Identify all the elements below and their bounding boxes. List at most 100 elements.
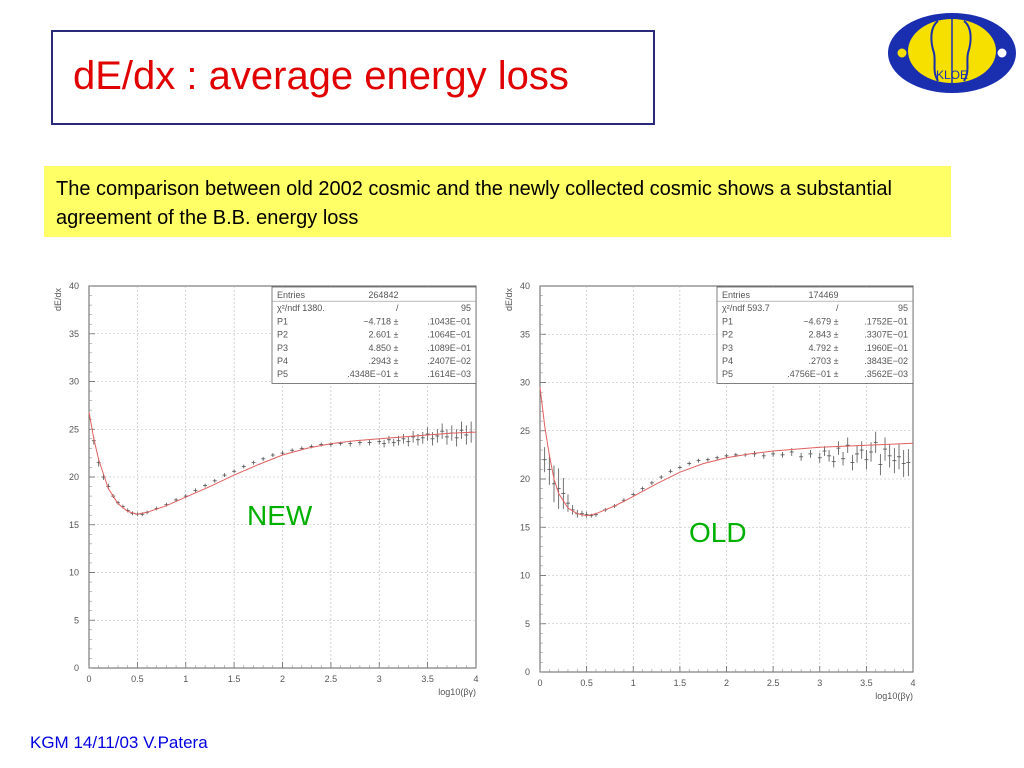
data-point: [386, 435, 391, 444]
x-tick-label: 4: [473, 674, 478, 684]
stat-value: .4756E−01 ±: [787, 369, 838, 379]
y-tick-label: 30: [69, 377, 79, 387]
x-tick-label: 4: [910, 678, 915, 688]
x-tick-label: 3.5: [860, 678, 873, 688]
data-point: [420, 432, 425, 444]
y-tick-label: 15: [69, 520, 79, 530]
x-axis-label: log10(βγ): [875, 691, 913, 701]
data-point: [715, 455, 720, 460]
data-point: [659, 475, 664, 480]
stat-value: .2943 ±: [369, 356, 399, 366]
y-tick-label: 25: [520, 426, 530, 436]
stat-error: .1614E−03: [427, 369, 471, 379]
stat-error: 95: [461, 303, 471, 313]
x-tick-label: 3: [817, 678, 822, 688]
stat-value: 4.792 ±: [809, 343, 839, 353]
data-point: [391, 438, 396, 447]
data-point: [542, 447, 547, 473]
data-point: [406, 436, 411, 447]
data-point: [864, 450, 869, 470]
stat-name: χ²/ndf 1380.: [277, 303, 325, 313]
y-tick-label: 20: [69, 472, 79, 482]
y-tick-label: 0: [525, 667, 530, 677]
data-point: [799, 452, 804, 461]
y-tick-label: 30: [520, 378, 530, 388]
data-point: [906, 449, 911, 477]
stat-error: .3562E−03: [864, 369, 908, 379]
stats-frame: [716, 286, 914, 384]
data-point: [836, 441, 841, 455]
data-point: [444, 429, 449, 445]
data-point: [222, 473, 227, 478]
data-point: [464, 425, 469, 445]
data-point: [827, 450, 832, 462]
data-point: [584, 511, 589, 518]
stat-name: Entries: [722, 290, 751, 300]
kloe-logo: KLOE: [888, 13, 1016, 93]
stat-value: 2.843 ±: [809, 330, 839, 340]
data-point: [193, 488, 198, 493]
data-point: [459, 421, 464, 439]
x-tick-label: 2: [280, 674, 285, 684]
y-tick-label: 10: [69, 568, 79, 578]
data-point: [547, 453, 552, 485]
stat-name: Entries: [277, 290, 306, 300]
stat-error: 95: [898, 303, 908, 313]
x-tick-label: 0.5: [580, 678, 593, 688]
y-tick-label: 5: [74, 615, 79, 625]
data-point: [290, 448, 295, 453]
stat-name: P4: [722, 356, 733, 366]
x-tick-label: 1: [631, 678, 636, 688]
data-point: [212, 478, 217, 483]
x-tick-label: 0.5: [131, 674, 144, 684]
y-tick-label: 0: [74, 663, 79, 673]
stat-error: .1043E−01: [427, 316, 471, 326]
stat-value: .2703 ±: [809, 356, 839, 366]
stat-name: P2: [277, 330, 288, 340]
data-point: [367, 439, 372, 446]
data-point: [873, 431, 878, 453]
footer-credit: KGM 14/11/03 V.Patera: [30, 733, 208, 752]
y-tick-label: 25: [69, 424, 79, 434]
stats-box: Entries 264842 χ²/ndf 1380. / 95 P1 −4.718 ± .1…: [271, 286, 477, 384]
y-tick-label: 40: [520, 281, 530, 291]
stat-name: P3: [722, 343, 733, 353]
y-tick-label: 10: [520, 571, 530, 581]
data-point: [771, 450, 776, 457]
data-point: [869, 442, 874, 462]
data-point: [631, 492, 636, 497]
data-point: [435, 429, 440, 443]
data-point: [261, 456, 266, 461]
fit-curve: [88, 412, 477, 515]
stat-name: χ²/ndf 593.7: [722, 303, 770, 313]
stats-box: Entries 174469 χ²/ndf 593.7 / 95 P1 −4.679 ± .1…: [716, 286, 914, 384]
data-point: [878, 453, 883, 476]
data-point: [892, 448, 897, 474]
stat-error: .2407E−02: [427, 356, 471, 366]
x-axis-label: log10(βγ): [438, 687, 476, 697]
data-point: [640, 486, 645, 491]
data-point: [280, 451, 285, 456]
data-point: [425, 427, 430, 441]
stat-value: −4.718 ±: [363, 316, 398, 326]
x-tick-label: 0: [86, 674, 91, 684]
data-point: [565, 494, 570, 512]
old-label: OLD: [689, 517, 747, 548]
y-tick-label: 20: [520, 474, 530, 484]
data-point: [668, 469, 673, 474]
data-point: [382, 439, 387, 448]
stat-value: /: [836, 303, 839, 313]
y-tick-label: 5: [525, 619, 530, 629]
stat-error: .1064E−01: [427, 330, 471, 340]
stat-value: 4.850 ±: [369, 343, 399, 353]
data-point: [687, 461, 692, 466]
x-tick-label: 0: [537, 678, 542, 688]
new-label: NEW: [247, 500, 313, 531]
data-point: [780, 451, 785, 458]
data-point: [377, 438, 382, 445]
stat-name: P1: [277, 316, 288, 326]
data-point: [817, 452, 822, 463]
data-point: [203, 483, 208, 488]
x-tick-label: 3.5: [421, 674, 434, 684]
data-point: [411, 431, 416, 443]
